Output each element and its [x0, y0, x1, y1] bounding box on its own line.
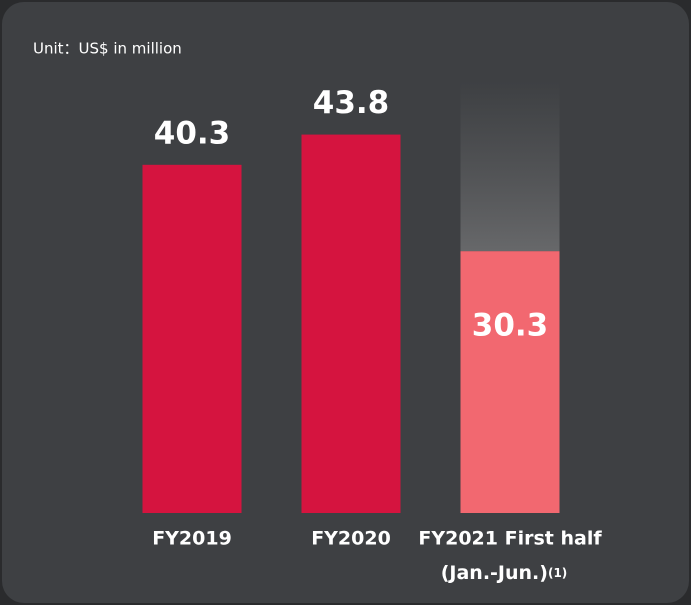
- unit-label: Unit：US$ in million: [33, 40, 182, 58]
- x-tick-label: (Jan.-Jun.)(1): [441, 562, 568, 584]
- x-tick-label: FY2019: [152, 528, 232, 550]
- value-label: 43.8: [313, 85, 390, 121]
- bar: [460, 251, 560, 513]
- x-tick-sublabel: (Jan.-Jun.): [441, 562, 548, 584]
- value-label: 40.3: [154, 115, 231, 151]
- bar: [301, 134, 401, 513]
- projection-bar: [460, 81, 560, 252]
- value-label: 30.3: [472, 308, 549, 344]
- x-tick-label: FY2020: [311, 528, 391, 550]
- bar: [142, 164, 242, 514]
- footnote-marker: (1): [548, 566, 567, 580]
- x-tick-label: FY2021 First half: [418, 528, 602, 550]
